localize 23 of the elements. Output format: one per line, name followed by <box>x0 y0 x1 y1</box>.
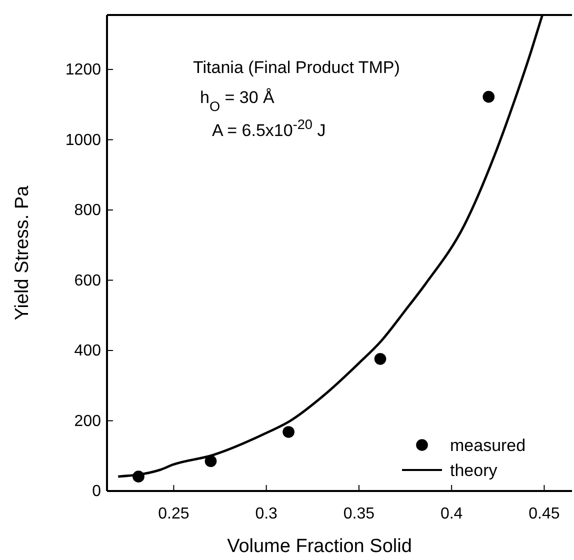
y-tick-label: 0 <box>92 483 102 500</box>
x-tick-label: 0.4 <box>440 505 463 522</box>
x-tick-label: 0.45 <box>528 505 560 522</box>
y-tick-label: 800 <box>74 202 102 220</box>
y-tick-label: 1000 <box>65 132 102 149</box>
annotation: h$_{O}$ = 30 Å <box>200 88 276 114</box>
x-tick-label: 0.25 <box>158 505 190 522</box>
legend-label: theory <box>450 461 498 480</box>
annotation: A = 6.5x10$^{-20}$ J <box>212 116 326 140</box>
y-tick-label: 1200 <box>65 62 102 79</box>
x-axis-title: Volume Fraction Solid <box>227 536 412 557</box>
point <box>282 426 294 438</box>
annotation: Titania (Final Product TMP) <box>193 58 400 77</box>
point <box>482 90 495 103</box>
y-tick-label: 400 <box>74 342 102 360</box>
x-tick-label: 0.3 <box>255 505 278 522</box>
legend-label: measured <box>450 436 526 455</box>
x-tick-label: 0.35 <box>343 505 375 522</box>
point <box>204 455 217 468</box>
y-axis-title: Yield Stress. Pa <box>12 185 33 320</box>
y-tick-label: 200 <box>74 412 102 430</box>
y-tick-label: 600 <box>74 272 102 290</box>
point <box>374 353 386 365</box>
